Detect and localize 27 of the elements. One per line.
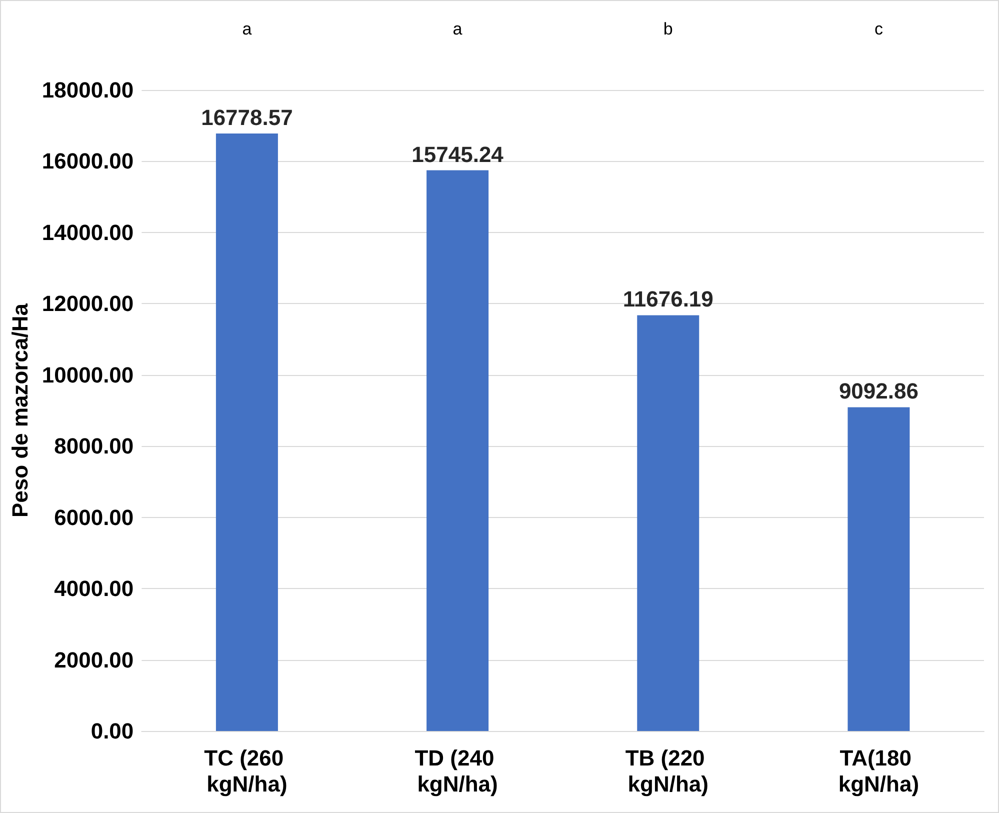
- y-tick-label: 0.00: [90, 718, 134, 744]
- x-tick-label: TD (240 kgN/ha): [414, 746, 500, 796]
- y-tick-label: 14000.00: [42, 220, 134, 245]
- y-tick-label: 8000.00: [54, 434, 134, 459]
- text: a: [242, 20, 252, 38]
- y-axis-title: Peso de mazorca/Ha: [8, 302, 32, 518]
- y-tick-label: 6000.00: [54, 504, 134, 530]
- data-label: 11676.19: [622, 286, 714, 312]
- data-label: 9092.86: [838, 378, 918, 404]
- bar: [426, 170, 489, 731]
- text: a: [452, 20, 463, 38]
- text: c: [874, 20, 884, 38]
- text: b: [663, 20, 673, 38]
- bar: [216, 133, 278, 731]
- bar: [637, 315, 700, 731]
- y-tick-label: 16000.00: [42, 148, 134, 174]
- y-tick-label: 10000.00: [42, 362, 134, 388]
- bar: [848, 407, 910, 731]
- y-tick-label: 12000.00: [42, 291, 134, 316]
- data-label: 15745.24: [412, 142, 504, 167]
- x-tick-label: TB (220 kgN/ha): [625, 746, 711, 796]
- y-tick-label: 18000.00: [42, 78, 134, 102]
- x-tick-label: TC (260 kgN/ha): [204, 746, 290, 796]
- x-tick-label: TA(180 kgN/ha): [838, 746, 920, 796]
- y-tick-label: 2000.00: [54, 647, 134, 672]
- data-label: 16778.57: [201, 104, 293, 130]
- y-tick-label: 4000.00: [54, 576, 134, 602]
